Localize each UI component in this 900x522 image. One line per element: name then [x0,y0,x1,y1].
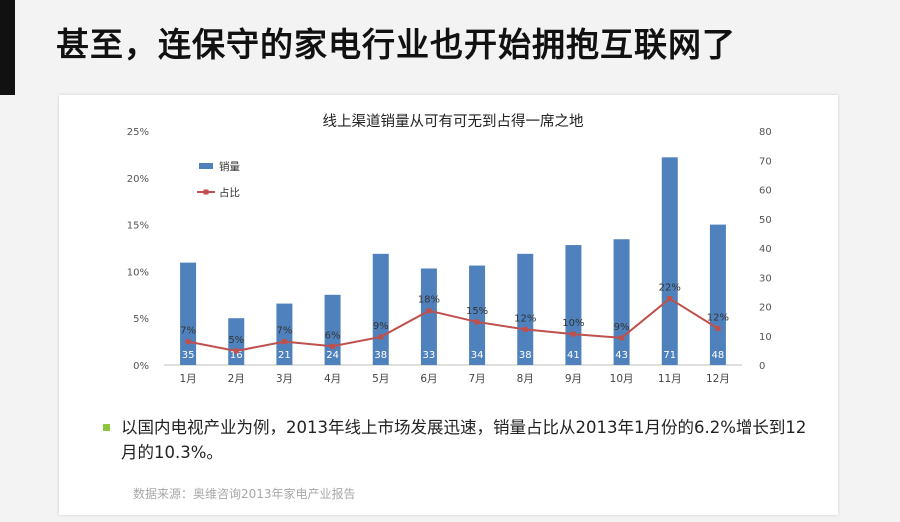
y-right-tick: 40 [759,244,772,255]
legend-line-label: 占比 [219,186,240,199]
y-left-tick: 5% [133,314,149,325]
line-point [426,308,432,314]
x-tick-label: 8月 [517,373,534,385]
slide-title: 甚至，连保守的家电行业也开始拥抱互联网了 [56,25,736,64]
bar-value-label: 41 [567,350,580,361]
chart-title: 线上渠道销量从可有可无到占得一席之地 [323,113,584,130]
legend-bar-swatch [199,163,213,169]
bar-sales [228,318,245,365]
bar-value-label: 38 [519,350,532,361]
x-tick-label: 2月 [228,373,245,385]
x-tick-label: 4月 [324,373,341,385]
bar-value-label: 35 [182,350,195,361]
y-right-tick: 70 [759,156,772,167]
bar-sales [517,253,534,365]
line-point [185,339,191,345]
line-value-label: 9% [614,322,630,333]
y-left-tick: 25% [127,127,149,138]
x-tick-label: 7月 [468,373,485,385]
line-value-label: 12% [514,313,536,324]
line-point [619,335,625,341]
line-point [330,343,336,349]
line-point [570,331,576,337]
line-point [281,339,287,345]
bar-sales [420,268,437,365]
x-tick-label: 5月 [372,373,389,385]
combo-chart: 线上渠道销量从可有可无到占得一席之地 0% 5% 10% 15% 20% 25% 0 10 20 3… [127,113,772,385]
x-tick-label: 3月 [276,373,293,385]
bar-value-label: 16 [230,350,243,361]
bar-sales [613,239,630,365]
line-point [667,296,673,302]
bar-value-label: 24 [326,350,339,361]
line-point [474,319,480,325]
bar-sales [565,245,582,365]
line-value-label: 5% [228,335,244,346]
chart-card: 线上渠道销量从可有可无到占得一席之地 0% 5% 10% 15% 20% 25% 0 10 20 3… [59,95,838,515]
legend-bar-label: 销量 [219,160,240,173]
line-value-label: 9% [373,321,389,332]
y-left-tick: 20% [127,174,149,185]
y-right-tick: 30 [759,273,772,284]
bar-value-label: 34 [471,350,484,361]
legend-line-marker [203,189,209,195]
bar-sales [276,303,293,365]
line-point [522,326,528,332]
y-right-tick: 0 [759,361,765,372]
line-point [715,325,721,331]
bar-sales [372,253,389,365]
bar-sales [324,294,341,365]
note-paragraph: 以国内电视产业为例，2013年线上市场发展迅速，销量占比从2013年1月份的6.… [103,415,821,465]
line-value-label: 22% [659,283,681,294]
bar-value-label: 43 [615,350,628,361]
y-left-tick: 0% [133,361,149,372]
bar-value-label: 33 [423,350,436,361]
line-value-label: 18% [418,295,440,306]
line-point [378,334,384,340]
bar-value-label: 48 [712,350,725,361]
y-right-tick: 60 [759,186,772,197]
line-value-label: 7% [180,326,196,337]
line-value-label: 6% [325,330,341,341]
y-right-tick: 50 [759,215,772,226]
bar-sales [180,262,197,365]
bar-sales [469,265,486,365]
y-left-tick: 15% [127,221,149,232]
y-right-tick: 20 [759,303,772,314]
bar-value-label: 71 [663,350,676,361]
x-tick-label: 9月 [565,373,582,385]
bar-value-label: 38 [374,350,387,361]
y-right-tick: 10 [759,332,772,343]
x-tick-label: 12月 [706,373,730,385]
accent-bar [0,0,15,95]
x-tick-label: 6月 [420,373,437,385]
line-value-label: 15% [466,306,488,317]
x-tick-label: 10月 [610,373,634,385]
bar-sales [709,224,726,365]
line-value-label: 12% [707,312,729,323]
y-left-tick: 10% [127,267,149,278]
source-text: 数据来源：奥维咨询2013年家电产业报告 [133,487,356,501]
bar-sales [661,157,678,365]
line-value-label: 7% [276,326,292,337]
bar-value-label: 21 [278,350,291,361]
x-tick-label: 1月 [179,373,196,385]
line-value-label: 10% [562,318,584,329]
note-text: 以国内电视产业为例，2013年线上市场发展迅速，销量占比从2013年1月份的6.… [121,418,807,462]
bullet-icon [103,424,110,431]
y-right-tick: 80 [759,127,772,138]
x-tick-label: 11月 [658,373,682,385]
line-share [187,297,719,352]
line-point [233,348,239,354]
